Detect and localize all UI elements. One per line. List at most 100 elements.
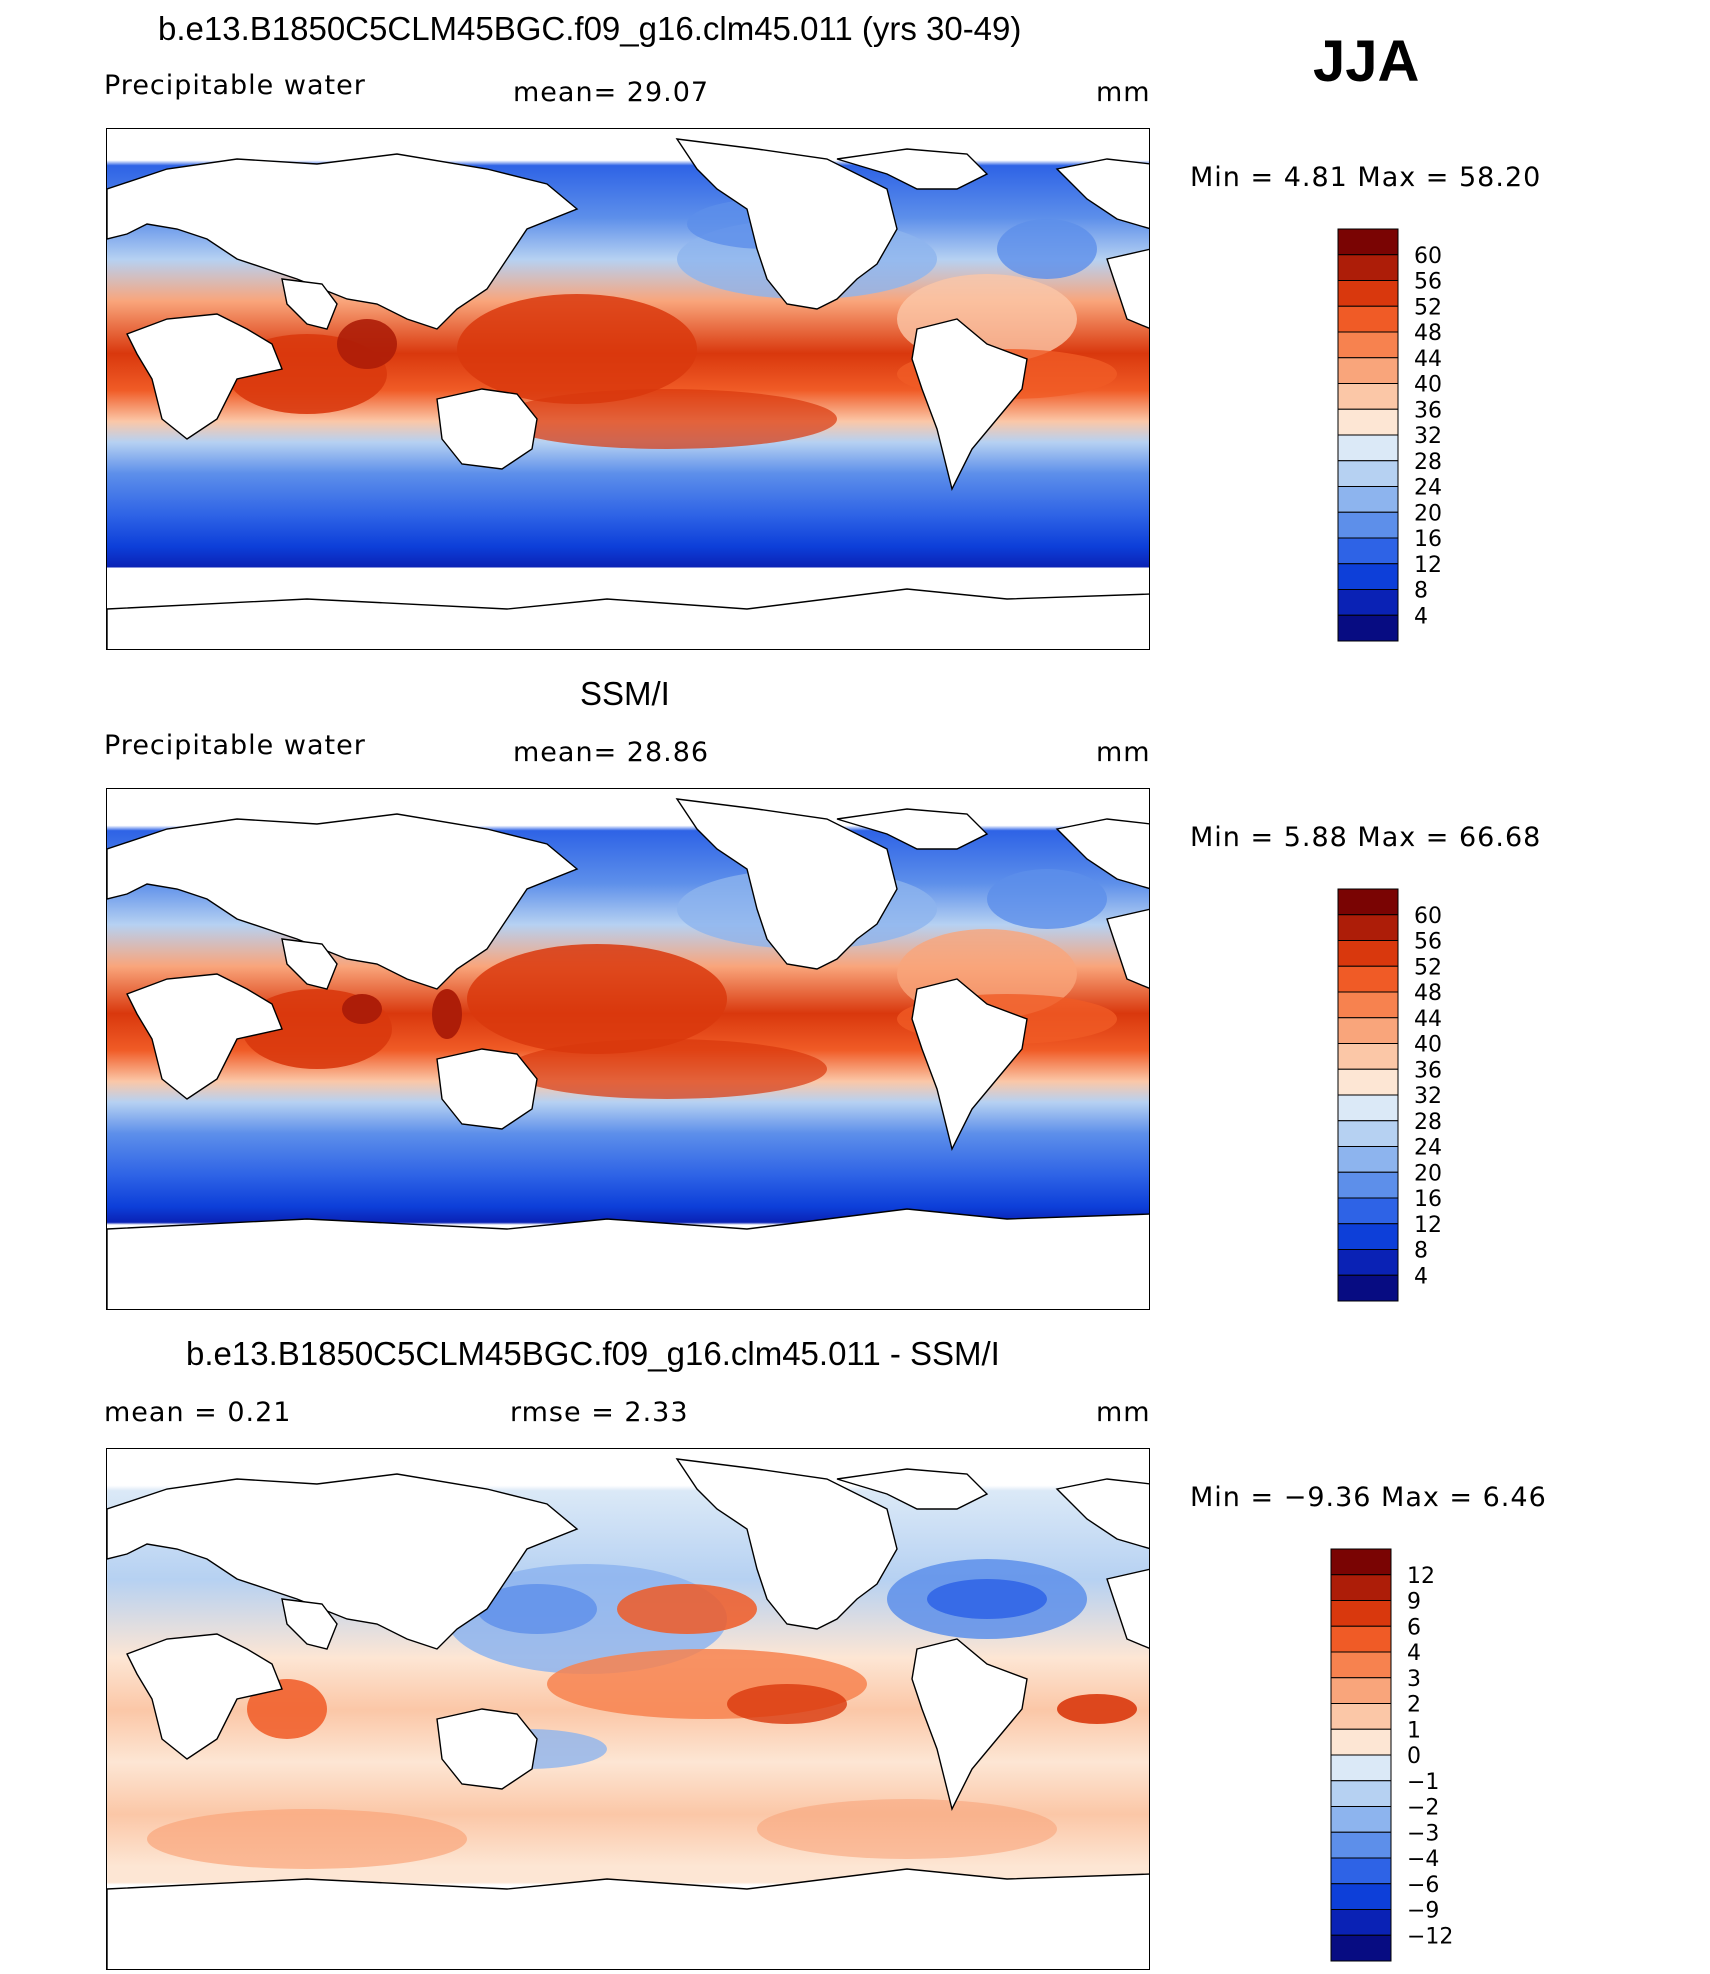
panel2-colorbar-tick-label: 56: [1414, 930, 1442, 955]
panel2-map: [106, 788, 1150, 1310]
panel2-colorbar-tick-label: 40: [1414, 1033, 1442, 1058]
panel2-colorbar-swatch: [1337, 965, 1399, 993]
panel2-colorbar-swatch: [1337, 1120, 1399, 1147]
panel2-colorbar-tick-label: 20: [1414, 1161, 1442, 1186]
panel2-colorbar-swatch: [1337, 1249, 1399, 1276]
panel2-colorbar-swatch: [1337, 1094, 1399, 1122]
panel3-colorbar-tick-label: −2: [1407, 1796, 1439, 1821]
panel2-colorbar-swatch: [1337, 1171, 1399, 1199]
panel3-colorbar-tick-label: −4: [1407, 1847, 1439, 1872]
panel1-colorbar-tick-label: 60: [1414, 244, 1442, 269]
panel3-colorbar-tick-label: −3: [1407, 1821, 1439, 1846]
panel2-colorbar-tick-label: 60: [1414, 904, 1442, 929]
panel2-colorbar-swatch: [1337, 1017, 1399, 1044]
panel2-colorbar-tick-label: 24: [1414, 1136, 1442, 1161]
panel3-colorbar-swatch: [1330, 1780, 1392, 1807]
panel3-map: [106, 1448, 1150, 1970]
panel3-colorbar-swatch: [1330, 1625, 1392, 1653]
panel2-colorbar-swatch: [1337, 1146, 1399, 1173]
panel3-colorbar-tick-label: 0: [1407, 1744, 1421, 1769]
panel2-colorbar-swatch: [1337, 1068, 1399, 1096]
panel2-colorbar-tick-label: 36: [1414, 1058, 1442, 1083]
panel3-units: mm: [1096, 1397, 1151, 1428]
panel3-colorbar-tick-label: 6: [1407, 1615, 1421, 1640]
panel1-colorbar-swatch: [1337, 563, 1399, 590]
panel1-colorbar-tick-label: 32: [1414, 424, 1442, 449]
panel2-colorbar-tick-label: 48: [1414, 981, 1442, 1006]
panel2-mean: mean= 28.86: [513, 737, 710, 768]
panel2-colorbar-swatch: [1337, 1043, 1399, 1070]
panel1-colorbar-tick-label: 40: [1414, 373, 1442, 398]
panel3-colorbar-swatch: [1330, 1857, 1392, 1885]
panel1-colorbar-swatch: [1337, 537, 1399, 565]
panel3-colorbar-swatch: [1330, 1651, 1392, 1679]
panel1-colorbar-tick-label: 12: [1414, 553, 1442, 578]
panel2-title: SSM/I: [580, 675, 670, 712]
panel2-units: mm: [1096, 737, 1151, 768]
panel3-colorbar-swatch: [1330, 1806, 1392, 1833]
panel3-colorbar-tick-label: 3: [1407, 1667, 1421, 1692]
panel1-colorbar-tick-label: 16: [1414, 527, 1442, 552]
panel3-colorbar-tick-label: 12: [1407, 1564, 1435, 1589]
panel3-colorbar-swatch: [1330, 1677, 1392, 1704]
panel2-colorbar: 60 56 52 48 44 40 36 32 28 24 20 16 12 8 4: [1337, 888, 1478, 1303]
panel2-colorbar-swatch: [1337, 940, 1399, 967]
panel1-colorbar-swatch: [1337, 460, 1399, 487]
panel3-colorbar-swatch: [1330, 1574, 1392, 1601]
panel1-mean: mean= 29.07: [513, 77, 710, 108]
panel1-colorbar-swatch: [1337, 331, 1399, 359]
panel1-colorbar-swatch: [1337, 589, 1399, 616]
panel3-colorbar-tick-label: 2: [1407, 1693, 1421, 1718]
panel3-title: b.e13.B1850C5CLM45BGC.f09_g16.clm45.011 …: [186, 1335, 1000, 1372]
panel3-colorbar-swatch: [1330, 1703, 1392, 1730]
panel3-colorbar-tick-label: 4: [1407, 1641, 1421, 1666]
panel2-colorbar-tick-label: 32: [1414, 1084, 1442, 1109]
panel3-colorbar-swatch: [1330, 1831, 1392, 1859]
panel1-colorbar-tick-label: 48: [1414, 321, 1442, 346]
panel3-colorbar: 12 9 6 4 3 2 1 0 −1 −2 −3 −4 −6 −9 −12: [1330, 1548, 1481, 1963]
panel3-colorbar-swatch: [1330, 1883, 1392, 1910]
panel1-colorbar-swatch: [1337, 408, 1399, 436]
panel2-colorbar-tick-label: 44: [1414, 1007, 1442, 1032]
panel3-colorbar-swatch: [1330, 1600, 1392, 1627]
panel2-colorbar-swatch: [1337, 888, 1399, 916]
panel2-colorbar-swatch: [1337, 991, 1399, 1019]
panel1-colorbar-swatch: [1337, 486, 1399, 513]
panel3-colorbar-tick-label: 1: [1407, 1718, 1421, 1743]
panel1-colorbar-swatch: [1337, 614, 1399, 642]
panel1-colorbar-swatch: [1337, 305, 1399, 333]
panel1-colorbar: 60 56 52 48 44 40 36 32 28 24 20 16 12 8 4: [1337, 228, 1478, 643]
season-label: JJA: [1313, 29, 1420, 94]
panel3-colorbar-tick-label: 9: [1407, 1590, 1421, 1615]
panel3-mean: mean = 0.21: [104, 1397, 292, 1428]
panel1-colorbar-swatch: [1337, 383, 1399, 410]
panel1-colorbar-tick-label: 8: [1414, 579, 1428, 604]
panel2-colorbar-swatch: [1337, 914, 1399, 941]
panel1-colorbar-tick-label: 56: [1414, 270, 1442, 295]
panel1-colorbar-tick-label: 36: [1414, 398, 1442, 423]
panel2-colorbar-tick-label: 28: [1414, 1110, 1442, 1135]
panel1-colorbar-tick-label: 20: [1414, 501, 1442, 526]
panel3-colorbar-swatch: [1330, 1754, 1392, 1782]
panel1-colorbar-swatch: [1337, 254, 1399, 281]
panel1-colorbar-tick-label: 28: [1414, 450, 1442, 475]
panel3-colorbar-swatch: [1330, 1548, 1392, 1576]
panel2-variable-label: Precipitable water: [104, 730, 366, 761]
panel3-colorbar-swatch: [1330, 1934, 1392, 1962]
panel1-colorbar-swatch: [1337, 511, 1399, 539]
panel1-map: [106, 128, 1150, 650]
panel1-title: b.e13.B1850C5CLM45BGC.f09_g16.clm45.011 …: [158, 10, 1022, 47]
panel3-colorbar-tick-label: −1: [1407, 1770, 1439, 1795]
panel3-minmax: Min = −9.36 Max = 6.46: [1190, 1482, 1547, 1513]
panel2-colorbar-tick-label: 16: [1414, 1187, 1442, 1212]
panel1-colorbar-swatch: [1337, 228, 1399, 256]
panel2-colorbar-tick-label: 8: [1414, 1239, 1428, 1264]
panel1-colorbar-swatch: [1337, 434, 1399, 462]
panel2-colorbar-tick-label: 4: [1414, 1264, 1428, 1289]
panel1-colorbar-tick-label: 4: [1414, 604, 1428, 629]
panel2-colorbar-swatch: [1337, 1274, 1399, 1302]
panel1-colorbar-tick-label: 52: [1414, 295, 1442, 320]
panel2-colorbar-swatch: [1337, 1197, 1399, 1225]
panel2-colorbar-tick-label: 12: [1414, 1213, 1442, 1238]
panel3-rmse: rmse = 2.33: [510, 1397, 689, 1428]
